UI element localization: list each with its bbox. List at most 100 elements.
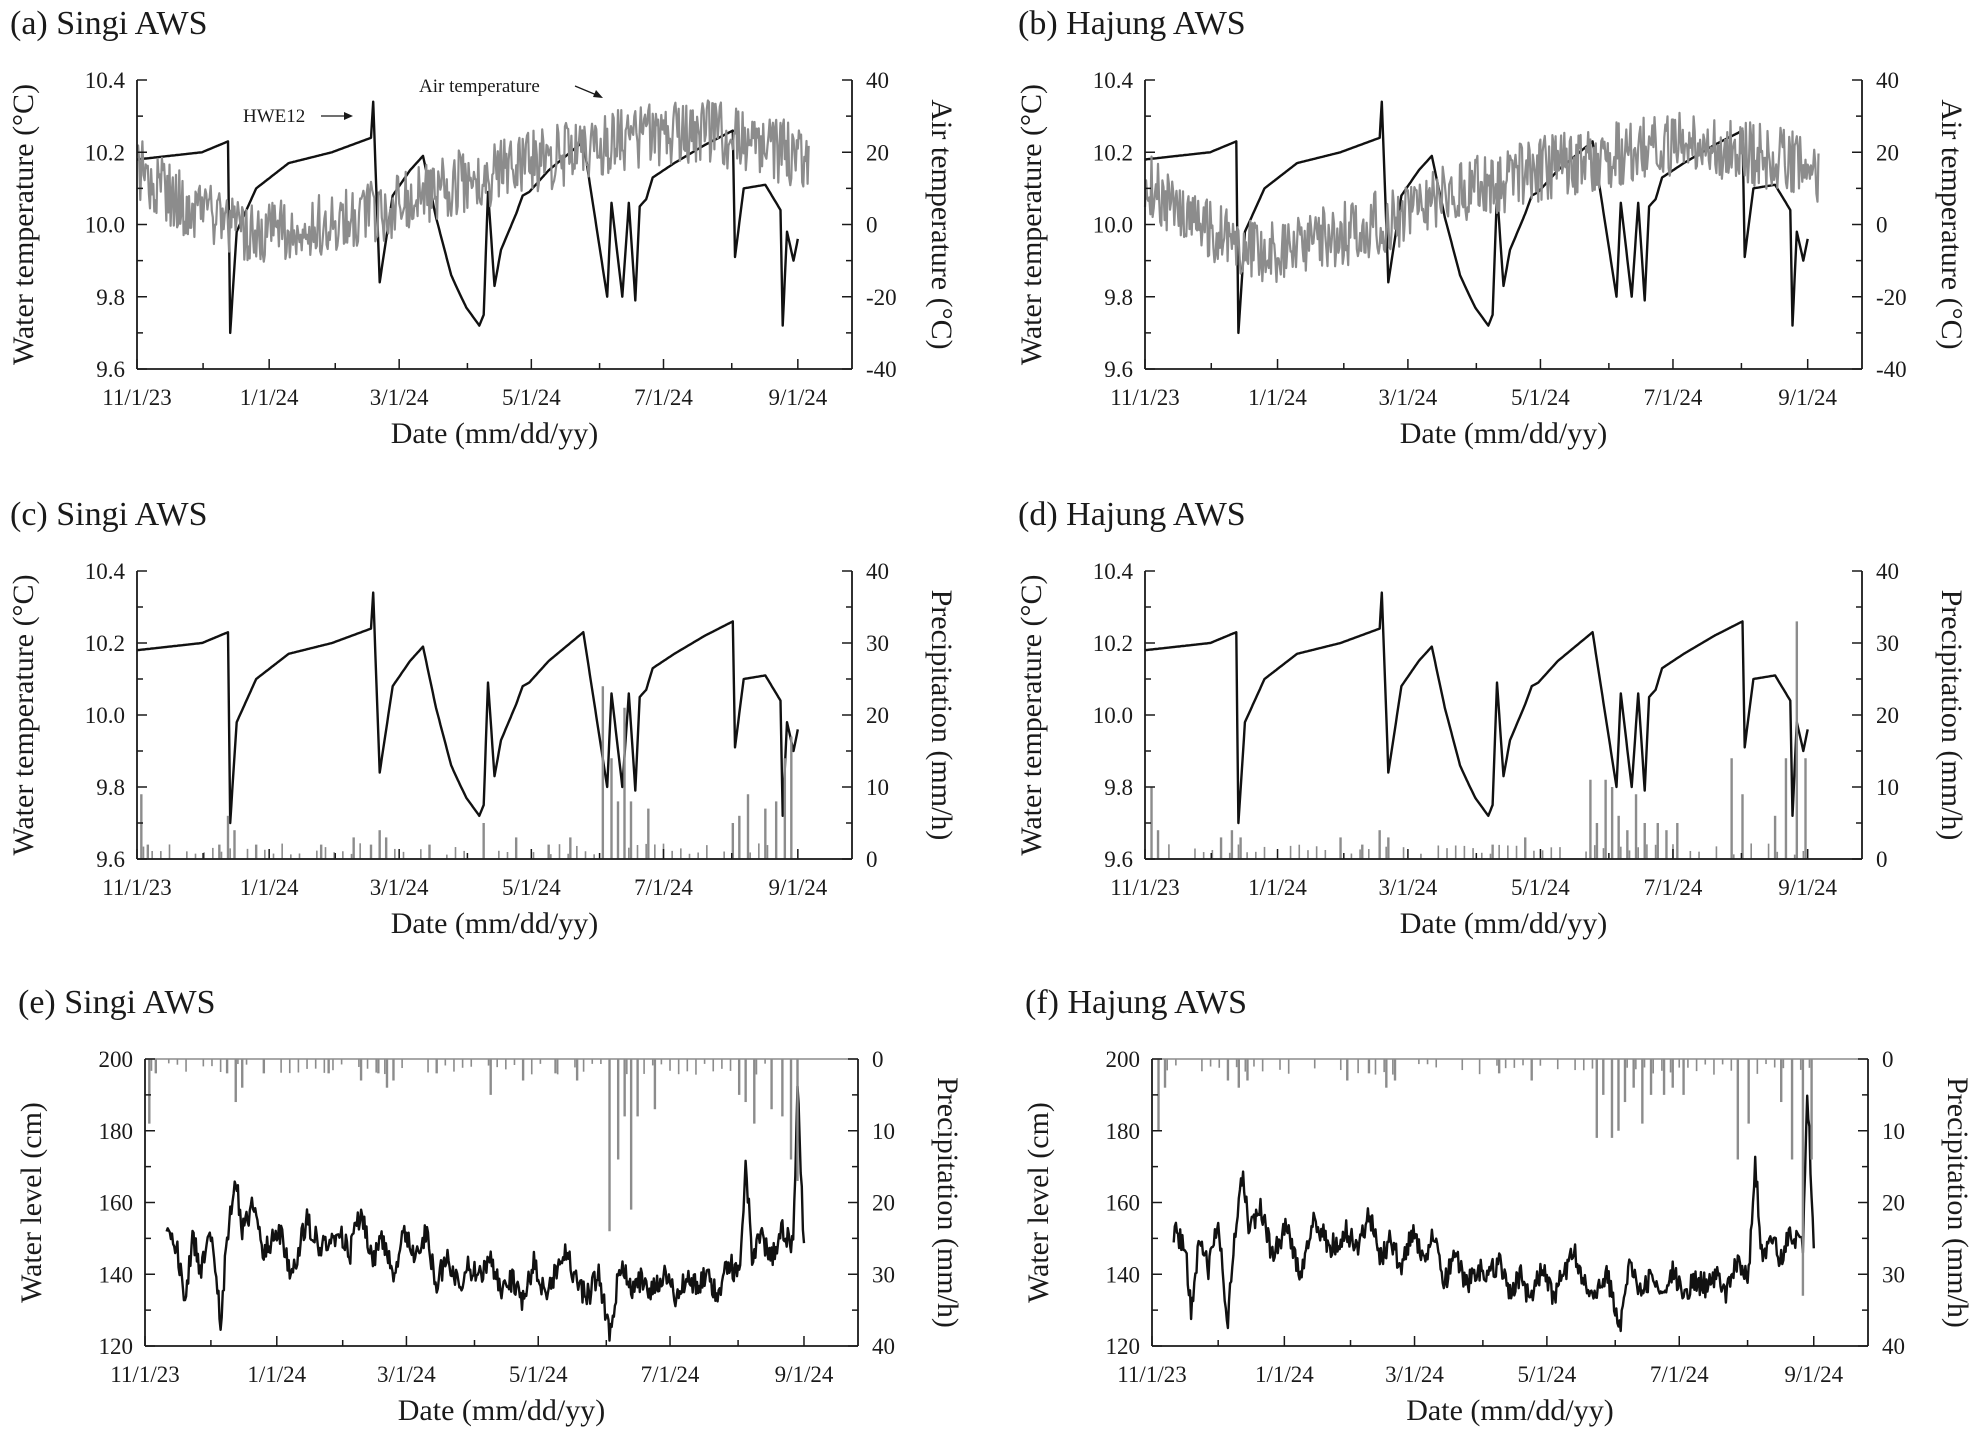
left-tick-label: 10.4 — [1093, 68, 1134, 93]
left-tick-label: 10.2 — [1093, 631, 1133, 656]
x-tick-label: 5/1/24 — [502, 385, 561, 410]
series-water-temperature — [1144, 591, 1809, 825]
left-tick-label: 10.4 — [85, 559, 126, 584]
right-tick-label: 30 — [1876, 631, 1899, 656]
right-tick-label: 20 — [1882, 1191, 1905, 1216]
right-tick-label: 10 — [1876, 775, 1899, 800]
x-axis-label: Date (mm/dd/yy) — [1400, 907, 1607, 940]
x-tick-label: 3/1/24 — [1379, 385, 1438, 410]
right-tick-label: -20 — [866, 285, 897, 310]
left-axis-label: Water temperature (°C) — [1015, 574, 1048, 855]
x-tick-label: 5/1/24 — [1511, 385, 1570, 410]
panel-b: (b) Hajung AWS 9.6 9.8 10.0 10.2 10.4 -40 -20 0 2… — [1015, 5, 1968, 450]
panel-title-d: (d) Hajung AWS — [1018, 496, 1246, 533]
right-tick-label: -40 — [1876, 357, 1907, 382]
x-tick-label: 9/1/24 — [1778, 385, 1837, 410]
panel-title-b: (b) Hajung AWS — [1018, 5, 1246, 42]
left-tick-label: 9.6 — [1104, 357, 1133, 382]
right-tick-label: 0 — [866, 847, 878, 872]
panel-d: (d) Hajung AWS 9.6 9.8 10.0 10.2 10.4 0 10 20 30 4… — [1015, 496, 1968, 940]
right-axis-label: Precipitation (mm/h) — [931, 1077, 964, 1328]
x-tick-label: 3/1/24 — [377, 1362, 436, 1387]
series-precipitation — [145, 1058, 858, 1232]
left-tick-label: 10.4 — [85, 68, 126, 93]
right-axis-label: Precipitation (mm/h) — [1935, 590, 1968, 841]
x-tick-label: 11/1/23 — [110, 1362, 179, 1387]
x-tick-label: 7/1/24 — [634, 875, 693, 900]
x-tick-label: 3/1/24 — [370, 385, 429, 410]
panel-title-f: (f) Hajung AWS — [1025, 984, 1247, 1021]
annotation-arrowhead — [344, 112, 353, 120]
left-tick-label: 9.8 — [96, 775, 125, 800]
x-tick-label: 9/1/24 — [1784, 1362, 1843, 1387]
right-tick-label: 40 — [1882, 1334, 1905, 1359]
x-tick-label: 7/1/24 — [1644, 875, 1703, 900]
x-tick-label: 1/1/24 — [240, 875, 299, 900]
series-air-temperature — [136, 99, 810, 263]
left-tick-label: 10.0 — [1093, 703, 1133, 728]
series-water-level — [165, 1085, 806, 1342]
x-tick-label: 1/1/24 — [1255, 1362, 1314, 1387]
x-tick-label: 9/1/24 — [768, 385, 827, 410]
x-tick-label: 11/1/23 — [102, 875, 171, 900]
left-tick-label: 160 — [99, 1191, 134, 1216]
panel-title-a: (a) Singi AWS — [10, 5, 208, 42]
x-tick-label: 11/1/23 — [1110, 385, 1179, 410]
series-line — [136, 591, 799, 825]
series-line — [1143, 111, 1820, 283]
right-tick-label: 20 — [866, 703, 889, 728]
series-water-level — [1172, 1094, 1815, 1333]
left-tick-label: 180 — [1106, 1119, 1141, 1144]
annotation-text: Air temperature — [419, 76, 540, 97]
left-axis-label: Water level (cm) — [1022, 1102, 1055, 1303]
x-tick-label: 11/1/23 — [1110, 875, 1179, 900]
x-tick-label: 3/1/24 — [370, 875, 429, 900]
series-line — [136, 99, 810, 263]
right-tick-label: 40 — [1876, 559, 1899, 584]
series-air-temperature — [1143, 111, 1820, 283]
left-tick-label: 9.8 — [96, 285, 125, 310]
right-axis-label: Precipitation (mm/h) — [925, 590, 958, 841]
x-tick-label: 5/1/24 — [1511, 875, 1570, 900]
right-tick-label: 10 — [1882, 1119, 1905, 1144]
left-tick-label: 160 — [1106, 1191, 1141, 1216]
x-axis-label: Date (mm/dd/yy) — [391, 417, 598, 450]
x-tick-label: 3/1/24 — [1379, 875, 1438, 900]
panel-a: (a) Singi AWS 9.6 9.8 10.0 10.2 10.4 -40 -20 0 20… — [7, 5, 958, 450]
x-tick-label: 5/1/24 — [1517, 1362, 1576, 1387]
x-tick-label: 11/1/23 — [1117, 1362, 1186, 1387]
x-tick-label: 1/1/24 — [1248, 875, 1307, 900]
panel-title-c: (c) Singi AWS — [10, 496, 208, 533]
left-tick-label: 10.0 — [85, 703, 125, 728]
x-axis-label: Date (mm/dd/yy) — [398, 1394, 605, 1427]
x-tick-label: 5/1/24 — [502, 875, 561, 900]
x-tick-label: 7/1/24 — [1650, 1362, 1709, 1387]
right-tick-label: 20 — [1876, 140, 1899, 165]
left-tick-label: 140 — [99, 1262, 134, 1287]
x-tick-label: 1/1/24 — [1248, 385, 1307, 410]
right-tick-label: 40 — [872, 1334, 895, 1359]
x-tick-label: 3/1/24 — [1385, 1362, 1444, 1387]
right-tick-label: 20 — [872, 1191, 895, 1216]
panel-f: (f) Hajung AWS 120 140 160 180 200 40 30 20 10 0 11… — [1022, 984, 1974, 1427]
left-tick-label: 10.2 — [1093, 140, 1133, 165]
left-tick-label: 200 — [99, 1047, 134, 1072]
x-tick-label: 11/1/23 — [102, 385, 171, 410]
right-tick-label: 20 — [866, 140, 889, 165]
x-tick-label: 7/1/24 — [1644, 385, 1703, 410]
left-axis-label: Water temperature (°C) — [1015, 84, 1048, 365]
right-tick-label: 30 — [1882, 1262, 1905, 1287]
x-tick-label: 1/1/24 — [240, 385, 299, 410]
left-tick-label: 10.0 — [85, 213, 125, 238]
right-tick-label: 0 — [1876, 847, 1888, 872]
left-tick-label: 9.6 — [96, 847, 125, 872]
x-tick-label: 1/1/24 — [247, 1362, 306, 1387]
x-tick-label: 7/1/24 — [634, 385, 693, 410]
right-tick-label: 10 — [872, 1119, 895, 1144]
right-tick-label: 20 — [1876, 703, 1899, 728]
right-tick-label: 0 — [866, 213, 878, 238]
x-tick-label: 5/1/24 — [509, 1362, 568, 1387]
x-axis-label: Date (mm/dd/yy) — [391, 907, 598, 940]
x-axis-label: Date (mm/dd/yy) — [1400, 417, 1607, 450]
